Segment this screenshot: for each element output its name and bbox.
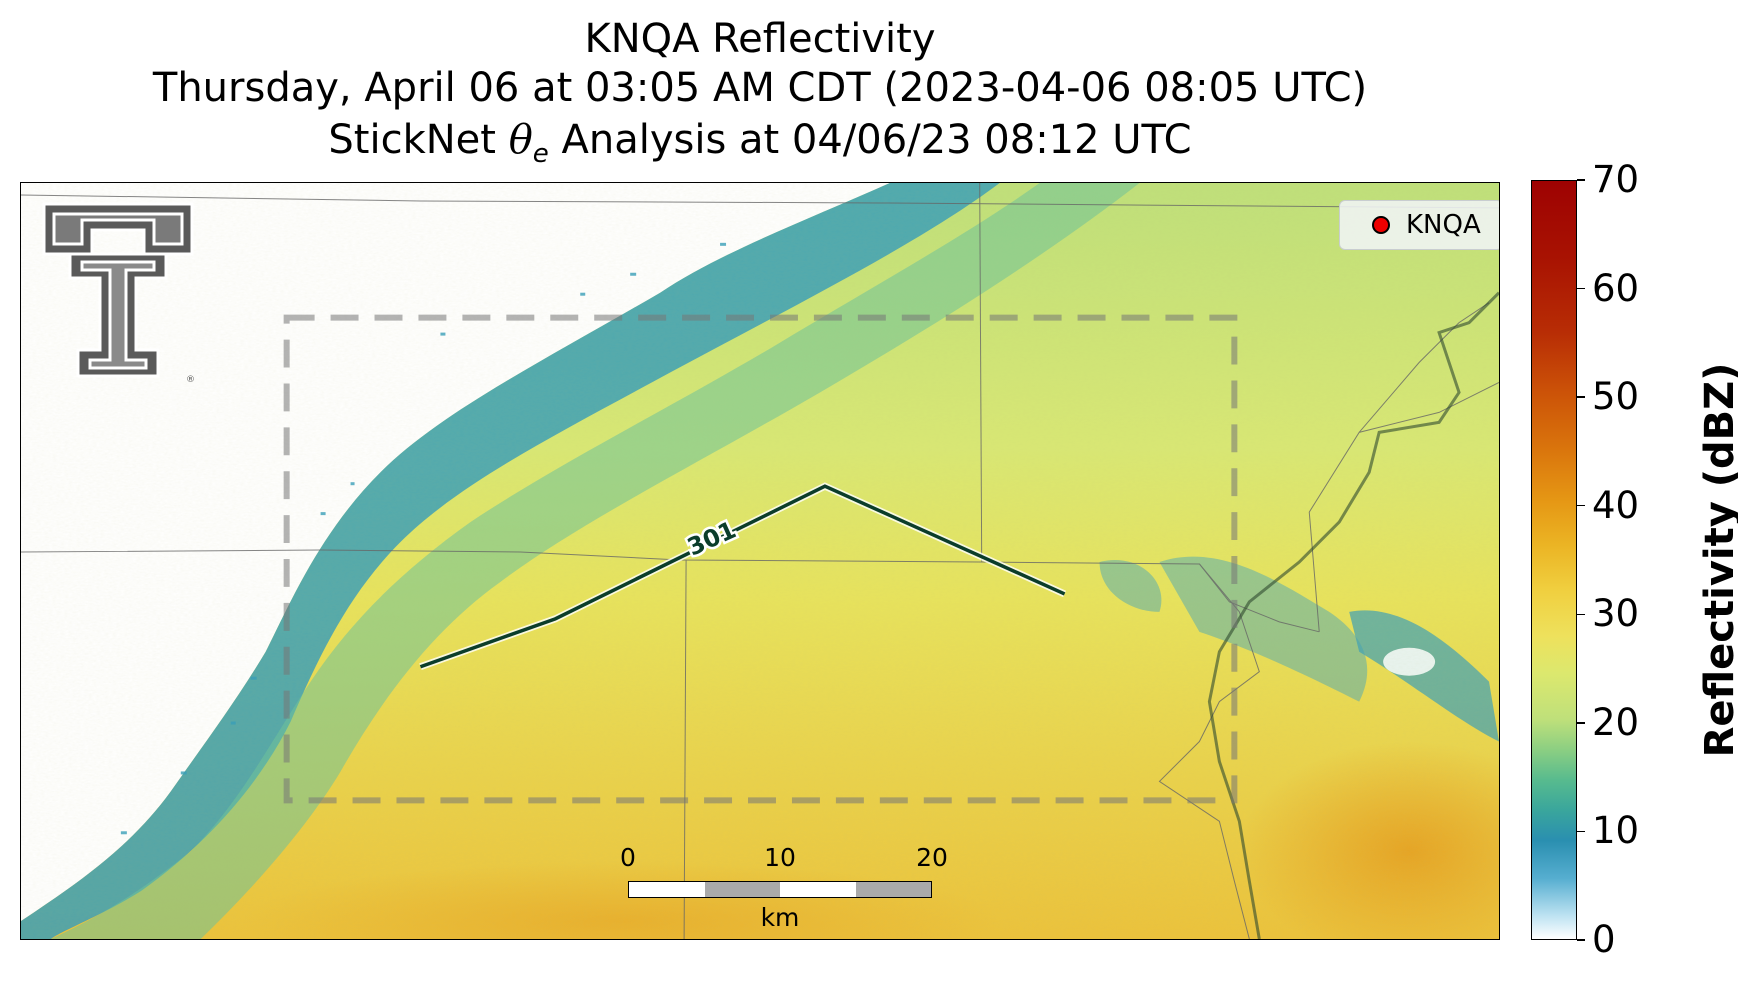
map-subtitle-time: Thursday, April 06 at 03:05 AM CDT (2023…: [152, 65, 1368, 111]
map-subtitle-analysis: StickNet θe Analysis at 04/06/23 08:12 U…: [0, 117, 1520, 177]
scale-bar-segments: [628, 881, 932, 898]
colorbar-tick-mark: [1577, 722, 1585, 724]
colorbar-title: Reflectivity (dBZ): [1697, 362, 1738, 758]
legend-station-label: KNQA: [1406, 210, 1481, 240]
svg-text:®: ®: [186, 375, 195, 385]
map-title: KNQA Reflectivity: [584, 16, 936, 62]
analysis-prefix: StickNet: [328, 117, 509, 163]
colorbar-tick-mark: [1577, 396, 1585, 398]
colorbar-tick-mark: [1577, 830, 1585, 833]
colorbar-tick-label: 70: [1592, 158, 1640, 201]
colorbar-tick-label: 0: [1592, 918, 1616, 961]
colorbar-tick-label: 40: [1592, 483, 1640, 527]
colorbar-tick-label: 60: [1592, 266, 1640, 310]
station-legend: KNQA: [1339, 200, 1499, 250]
radar-station-marker-icon: [1372, 216, 1390, 234]
river-boundary: [1207, 291, 1499, 939]
colorbar-tick-mark: [1577, 613, 1585, 616]
colorbar-tick-label: 50: [1592, 375, 1640, 419]
scale-bar: 0 10 20 km: [601, 843, 948, 939]
theta-e-contour-line: [419, 484, 1066, 669]
scale-tick-20: 20: [916, 843, 948, 872]
colorbar: [1531, 180, 1577, 940]
scale-tick-0: 0: [620, 843, 636, 872]
theta-symbol: θ: [508, 117, 533, 163]
radar-map-svg: 301: [21, 183, 1499, 939]
radar-map-panel[interactable]: 301 KNQA 0 10 20 km: [20, 182, 1500, 940]
scale-unit: km: [760, 903, 800, 932]
theta-subscript: e: [532, 139, 549, 169]
scale-tick-10: 10: [764, 843, 796, 872]
colorbar-tick-label: 20: [1592, 700, 1640, 744]
double-t-logo-icon: ®: [42, 202, 195, 385]
colorbar-tick-mark: [1577, 504, 1585, 507]
colorbar-tick-label: 30: [1592, 592, 1640, 636]
colorbar-tick-mark: [1577, 939, 1585, 941]
political-boundaries: [21, 183, 1499, 939]
colorbar-tick-mark: [1577, 287, 1585, 290]
analysis-suffix: Analysis at 04/06/23 08:12 UTC: [548, 117, 1192, 163]
colorbar-tick-mark: [1577, 179, 1585, 181]
colorbar-tick-label: 10: [1592, 809, 1640, 853]
